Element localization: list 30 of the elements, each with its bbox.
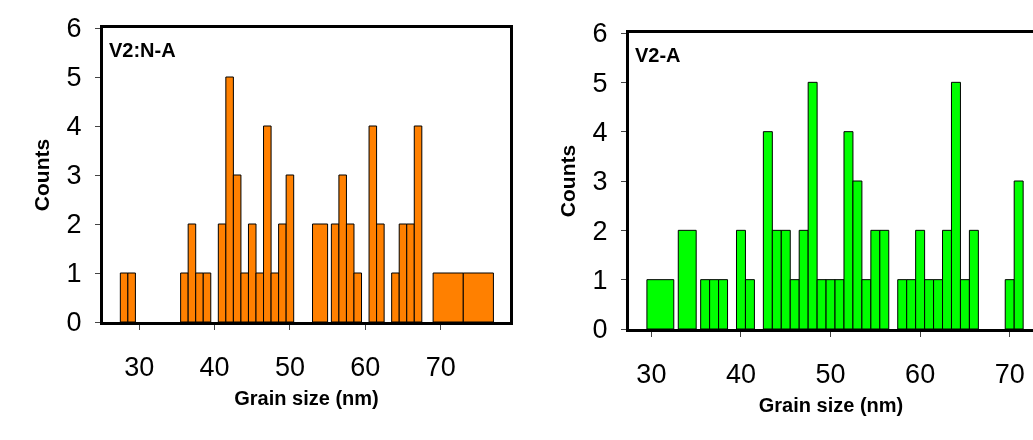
y-tick-label: 0 xyxy=(592,314,608,345)
y-axis-title: Counts xyxy=(29,138,53,212)
y-tick-label: 4 xyxy=(66,111,82,142)
x-axis-title: Grain size (nm) xyxy=(234,386,379,409)
y-tick-label: 3 xyxy=(66,160,82,191)
x-tick-label: 30 xyxy=(124,352,155,383)
y-tick-label: 0 xyxy=(66,307,82,338)
x-tick-label: 70 xyxy=(994,359,1025,390)
y-tick-label: 6 xyxy=(592,18,608,49)
x-tick-label: 40 xyxy=(725,359,756,390)
y-tick-label: 5 xyxy=(592,67,608,98)
y-tick-label: 2 xyxy=(592,215,608,246)
x-tick-label: 60 xyxy=(350,352,381,383)
x-tick-label: 50 xyxy=(274,352,305,383)
y-tick-label: 6 xyxy=(66,13,82,44)
text: V2:N-A xyxy=(109,39,176,61)
y-tick-label: 3 xyxy=(592,166,608,197)
y-tick-label: 4 xyxy=(592,117,608,148)
x-tick-label: 40 xyxy=(199,352,230,383)
text: V2-A xyxy=(635,44,681,66)
y-tick-label: 5 xyxy=(66,62,82,93)
y-tick-label: 2 xyxy=(66,209,82,240)
x-tick-label: 70 xyxy=(425,352,456,383)
x-tick-label: 30 xyxy=(636,359,667,390)
x-axis-title: Grain size (nm) xyxy=(758,393,904,416)
y-tick-label: 1 xyxy=(592,265,608,296)
y-axis-title: Counts xyxy=(555,144,579,218)
x-tick-label: 60 xyxy=(905,359,936,390)
x-tick-label: 50 xyxy=(815,359,846,390)
y-tick-label: 1 xyxy=(66,258,82,289)
